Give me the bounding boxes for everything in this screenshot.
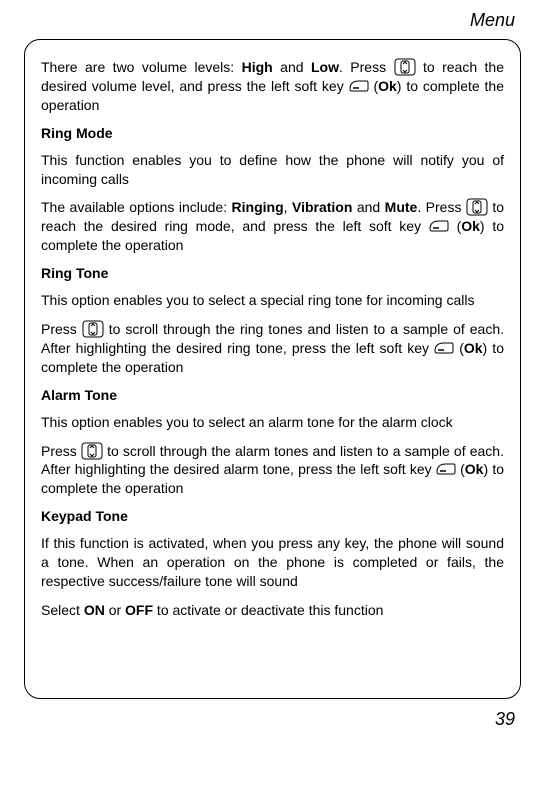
vertical-scroll-key-icon (394, 58, 416, 76)
page-header: Menu (24, 10, 521, 31)
vertical-scroll-key-icon (466, 198, 488, 216)
para-alarm-tone-action: Press to scroll through the alarm tones … (41, 442, 504, 499)
left-soft-key-icon (436, 462, 456, 476)
text: and (273, 59, 311, 75)
text-bold: Vibration (292, 199, 352, 215)
text-bold: Ringing (232, 199, 284, 215)
text: and (352, 199, 384, 215)
page-number: 39 (24, 709, 521, 730)
left-soft-key-icon (349, 79, 369, 93)
para-ring-mode-desc: This function enables you to define how … (41, 151, 504, 189)
vertical-scroll-key-icon (82, 320, 104, 338)
content-frame: There are two volume levels: High and Lo… (24, 39, 521, 699)
text-bold: ON (84, 602, 105, 618)
page-number-value: 39 (495, 709, 515, 729)
text: . Press (417, 199, 466, 215)
heading-alarm-tone: Alarm Tone (41, 387, 504, 403)
para-ring-tone-desc: This option enables you to select a spec… (41, 291, 504, 310)
text-bold: OFF (125, 602, 153, 618)
text-bold: High (242, 59, 273, 75)
text: to scroll through the alarm tones and li… (41, 443, 504, 478)
text: Press (41, 321, 82, 337)
text-bold: Low (311, 59, 339, 75)
para-volume: There are two volume levels: High and Lo… (41, 58, 504, 115)
heading-keypad-tone: Keypad Tone (41, 508, 504, 524)
text: or (105, 602, 125, 618)
text: . Press (339, 59, 394, 75)
heading-ring-mode: Ring Mode (41, 125, 504, 141)
vertical-scroll-key-icon (81, 442, 103, 460)
header-title: Menu (470, 10, 515, 30)
text: , (284, 199, 292, 215)
left-soft-key-icon (429, 219, 449, 233)
para-keypad-tone-action: Select ON or OFF to activate or deactiva… (41, 601, 504, 620)
para-alarm-tone-desc: This option enables you to select an ala… (41, 413, 504, 432)
left-soft-key-icon (434, 341, 454, 355)
heading-ring-tone: Ring Tone (41, 265, 504, 281)
ok-label: Ok (461, 218, 480, 234)
text: to activate or deactivate this function (153, 602, 383, 618)
text: Press (41, 443, 81, 459)
text: The available options include: (41, 199, 232, 215)
para-ring-tone-action: Press to scroll through the ring tones a… (41, 320, 504, 377)
para-keypad-tone-desc: If this function is activated, when you … (41, 534, 504, 591)
text: Select (41, 602, 84, 618)
text-bold: Mute (385, 199, 418, 215)
ok-label: Ok (464, 340, 483, 356)
page: Menu There are two volume levels: High a… (0, 0, 545, 790)
para-ring-mode-options: The available options include: Ringing, … (41, 198, 504, 255)
ok-label: Ok (465, 461, 484, 477)
ok-label: Ok (378, 78, 397, 94)
text: There are two volume levels: (41, 59, 242, 75)
